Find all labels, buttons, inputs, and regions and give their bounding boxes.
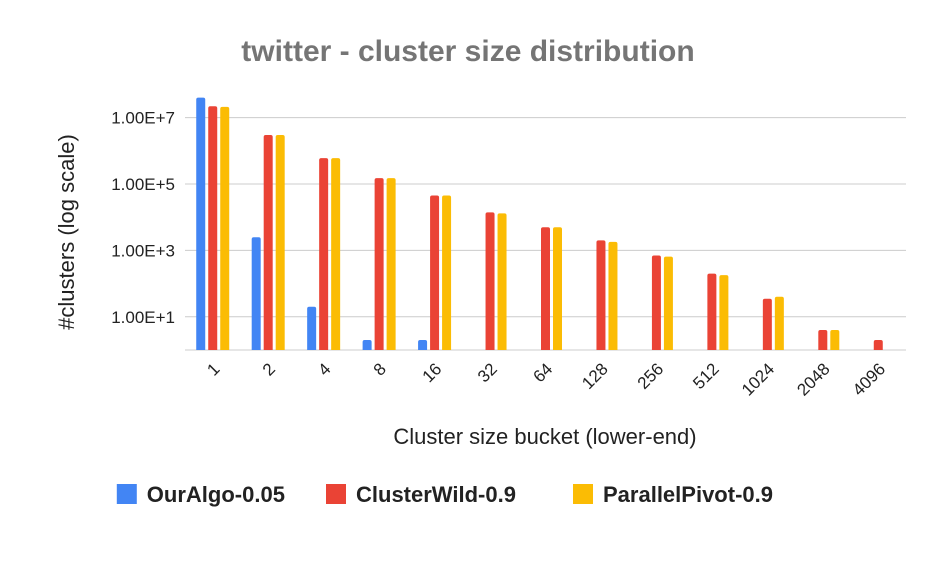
legend-label: ClusterWild-0.9 (356, 482, 516, 507)
x-tick-label: 16 (419, 359, 446, 386)
x-tick-labels: 1 2 4 8 16 32 64 128 256 512 1024 2048 4096 (203, 359, 889, 399)
bar (418, 340, 428, 350)
legend-swatch (116, 484, 137, 504)
bar (331, 158, 341, 350)
bar (220, 106, 230, 351)
x-tick-label: 1024 (738, 359, 778, 399)
bar (830, 330, 840, 350)
bar (663, 256, 673, 350)
bar (719, 275, 729, 350)
bar (707, 273, 717, 350)
x-tick-label: 256 (634, 359, 667, 392)
x-tick-label: 4 (314, 359, 334, 379)
bar (485, 212, 495, 350)
x-tick-label: 32 (474, 359, 501, 386)
bar (873, 340, 883, 350)
x-tick-label: 4096 (849, 359, 889, 399)
bar (774, 296, 784, 350)
legend-label: OurAlgo-0.05 (147, 482, 285, 507)
y-tick-label: 1.00E+5 (111, 175, 175, 194)
bar (553, 227, 562, 350)
x-tick-label: 8 (370, 359, 390, 379)
bar (374, 178, 384, 350)
y-tick-label: 1.00E+1 (111, 308, 175, 327)
y-axis-title: #clusters (log scale) (54, 134, 79, 330)
x-tick-label: 2048 (793, 359, 833, 399)
x-tick-label: 128 (578, 359, 611, 392)
y-tick-label: 1.00E+7 (111, 109, 175, 128)
bars (196, 97, 883, 351)
bar (762, 298, 772, 350)
bar (208, 106, 218, 350)
y-tick-labels: 1.00E+1 1.00E+3 1.00E+5 1.00E+7 (111, 109, 175, 327)
x-tick-label: 64 (530, 359, 557, 386)
legend-swatch (573, 484, 593, 504)
bar (608, 241, 618, 350)
bar (541, 227, 550, 350)
x-tick-label: 512 (689, 359, 722, 392)
bar (596, 240, 606, 350)
bar (319, 158, 329, 350)
bar (251, 237, 261, 350)
bar (818, 330, 828, 350)
legend-swatch (326, 484, 346, 504)
legend: OurAlgo-0.05 ClusterWild-0.9 ParallelPivot… (116, 482, 773, 507)
x-tick-label: 1 (203, 359, 223, 379)
x-tick-label: 2 (259, 359, 279, 379)
x-axis-title: Cluster size bucket (lower-end) (393, 424, 696, 449)
bar (307, 306, 317, 350)
bar (386, 178, 396, 350)
bar (430, 195, 440, 350)
legend-label: ParallelPivot-0.9 (603, 482, 773, 507)
bar (263, 134, 273, 350)
y-tick-label: 1.00E+3 (111, 241, 175, 260)
bar (497, 213, 507, 350)
bar (362, 340, 372, 350)
bar (196, 97, 206, 351)
chart-title: twitter - cluster size distribution (241, 35, 694, 68)
bar (442, 195, 452, 350)
bar (275, 134, 285, 350)
bar (651, 255, 661, 350)
